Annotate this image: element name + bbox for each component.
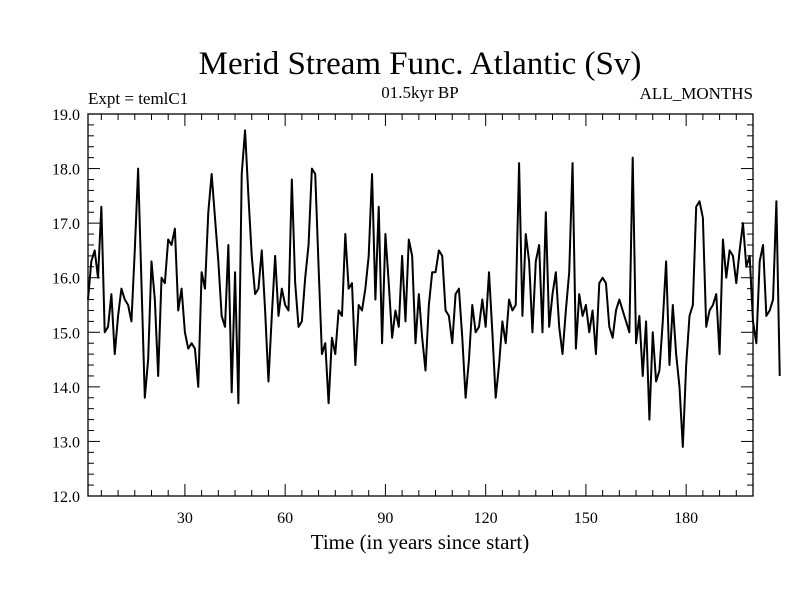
x-tick-label: 120 bbox=[474, 510, 498, 527]
period-label: 01.5kyr BP bbox=[381, 83, 458, 102]
series-line bbox=[87, 129, 781, 448]
y-tick-label: 13.0 bbox=[52, 434, 80, 451]
y-tick-label: 19.0 bbox=[52, 107, 80, 124]
chart-title: Merid Stream Func. Atlantic (Sv) bbox=[199, 46, 642, 82]
x-tick-label: 60 bbox=[277, 510, 293, 527]
x-tick-label: 180 bbox=[674, 510, 698, 527]
y-tick-label: 16.0 bbox=[52, 271, 80, 288]
y-tick-label: 14.0 bbox=[52, 380, 80, 397]
x-tick-label: 150 bbox=[574, 510, 598, 527]
y-tick-label: 15.0 bbox=[52, 325, 80, 342]
y-axis: 12.0 13.0 14.0 15.0 16.0 17.0 18.0 19.0 bbox=[52, 107, 753, 506]
y-tick-label: 17.0 bbox=[52, 216, 80, 233]
y-tick-label: 12.0 bbox=[52, 489, 80, 506]
x-axis-label: Time (in years since start) bbox=[311, 530, 530, 554]
y-tick-label: 18.0 bbox=[52, 162, 80, 179]
experiment-label: Expt = temlC1 bbox=[88, 89, 188, 108]
x-tick-label: 30 bbox=[177, 510, 193, 527]
x-tick-label: 90 bbox=[377, 510, 393, 527]
x-axis: 30 60 90 120 150 180 bbox=[100, 114, 754, 527]
months-label: ALL_MONTHS bbox=[640, 84, 753, 103]
